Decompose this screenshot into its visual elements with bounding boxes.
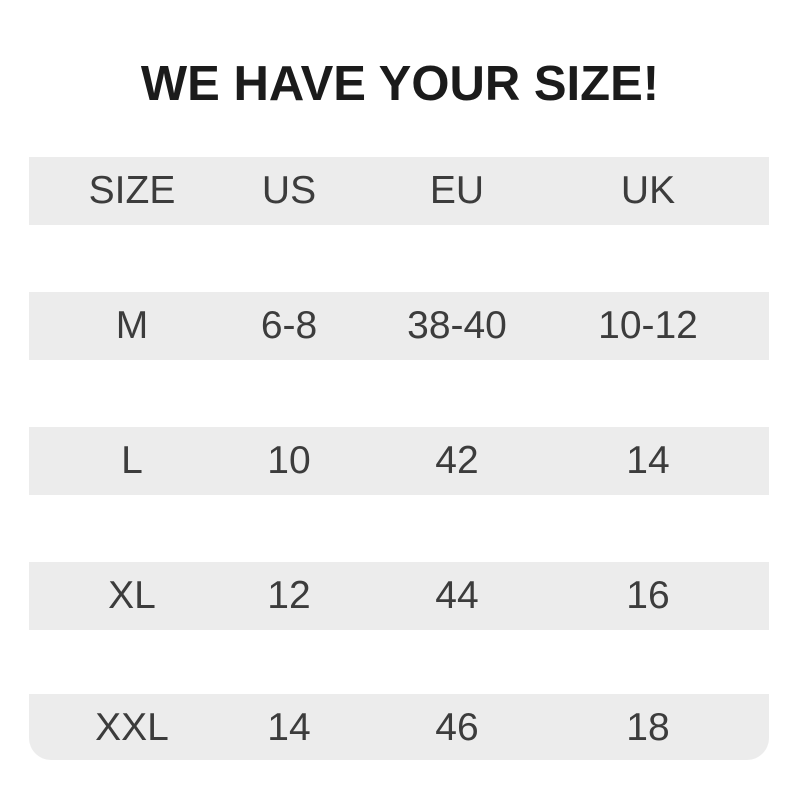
cell-uk: 18 [626,706,670,749]
cell-uk: 16 [626,574,670,617]
cell-uk: 10-12 [598,304,698,347]
cell-us: 10 [267,439,311,482]
header-uk: UK [620,169,676,212]
table-row: M 6-8 38-40 10-12 [29,292,769,360]
cell-size: M [115,304,149,347]
header-us: US [261,169,317,212]
page-title: WE HAVE YOUR SIZE! [140,57,660,111]
cell-us: 12 [267,574,311,617]
cell-us: 6-8 [260,304,318,347]
cell-size: XL [108,574,156,617]
table-row: XL 12 44 16 [29,562,769,630]
cell-size: XXL [95,706,169,749]
cell-eu: 42 [435,439,479,482]
header-size: SIZE [88,169,176,212]
cell-eu: 46 [435,706,479,749]
cell-uk: 14 [626,439,670,482]
cell-size: L [121,439,143,482]
cell-eu: 38-40 [407,304,507,347]
cell-eu: 44 [435,574,479,617]
table-header-row: SIZE US EU UK [29,157,769,225]
table-row: L 10 42 14 [29,427,769,495]
table-row: XXL 14 46 18 [29,694,769,760]
cell-us: 14 [267,706,311,749]
header-eu: EU [429,169,485,212]
